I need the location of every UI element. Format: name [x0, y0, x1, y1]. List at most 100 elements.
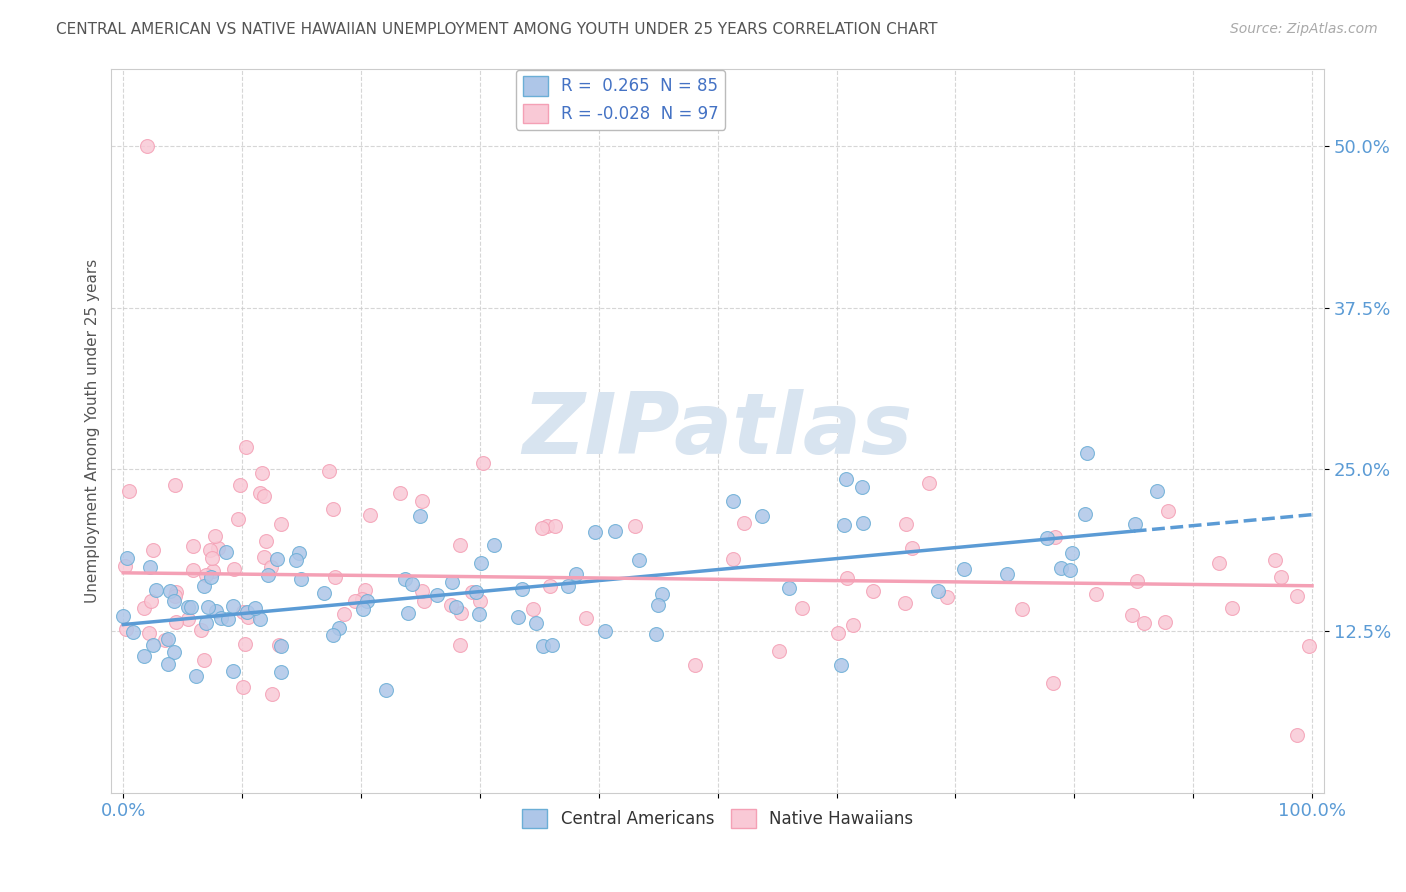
Point: [768, 644, 790, 658]
Point: [112, 608, 135, 623]
Point: [901, 541, 924, 555]
Point: [153, 632, 176, 647]
Point: [751, 508, 773, 523]
Point: [139, 594, 162, 608]
Point: [235, 606, 257, 620]
Point: [464, 584, 486, 599]
Point: [449, 638, 471, 652]
Point: [217, 612, 239, 626]
Point: [472, 456, 495, 470]
Point: [284, 553, 307, 567]
Point: [142, 542, 165, 557]
Point: [1076, 446, 1098, 460]
Point: [356, 594, 378, 608]
Point: [359, 508, 381, 522]
Point: [484, 538, 506, 552]
Point: [177, 612, 200, 626]
Point: [254, 533, 277, 548]
Point: [200, 570, 222, 584]
Point: [352, 602, 374, 616]
Point: [165, 585, 187, 599]
Point: [180, 600, 202, 615]
Point: [163, 478, 186, 492]
Point: [194, 615, 217, 630]
Point: [201, 564, 224, 578]
Point: [540, 639, 562, 653]
Point: [352, 592, 374, 607]
Point: [411, 583, 433, 598]
Point: [249, 486, 271, 500]
Point: [132, 600, 155, 615]
Point: [194, 567, 217, 582]
Point: [375, 683, 398, 698]
Point: [1208, 556, 1230, 570]
Point: [426, 588, 449, 602]
Y-axis label: Unemployment Among Youth under 25 years: Unemployment Among Youth under 25 years: [86, 259, 100, 603]
Point: [260, 560, 283, 574]
Point: [159, 583, 181, 598]
Point: [136, 139, 159, 153]
Point: [201, 550, 224, 565]
Text: Source: ZipAtlas.com: Source: ZipAtlas.com: [1230, 22, 1378, 37]
Point: [142, 638, 165, 652]
Point: [232, 680, 254, 694]
Point: [312, 585, 335, 599]
Point: [647, 599, 669, 613]
Point: [207, 541, 229, 556]
Point: [132, 648, 155, 663]
Point: [1123, 517, 1146, 532]
Point: [233, 637, 256, 651]
Point: [557, 579, 579, 593]
Point: [238, 610, 260, 624]
Point: [332, 607, 354, 621]
Point: [232, 605, 254, 619]
Point: [832, 517, 855, 532]
Point: [538, 579, 561, 593]
Point: [1285, 589, 1308, 603]
Point: [1157, 504, 1180, 518]
Point: [1222, 601, 1244, 615]
Text: ZIPatlas: ZIPatlas: [523, 389, 912, 472]
Point: [177, 599, 200, 614]
Point: [628, 553, 651, 567]
Point: [536, 519, 558, 533]
Point: [145, 582, 167, 597]
Point: [721, 494, 744, 508]
Point: [444, 599, 467, 614]
Point: [114, 558, 136, 573]
Point: [200, 543, 222, 558]
Point: [896, 516, 918, 531]
Point: [1011, 602, 1033, 616]
Point: [270, 639, 292, 653]
Point: [470, 557, 492, 571]
Point: [209, 611, 232, 625]
Point: [122, 625, 145, 640]
Point: [461, 585, 484, 599]
Point: [997, 566, 1019, 581]
Point: [1126, 574, 1149, 588]
Point: [468, 607, 491, 621]
Point: [228, 478, 250, 492]
Point: [851, 480, 873, 494]
Point: [918, 476, 941, 491]
Point: [1059, 563, 1081, 577]
Point: [1121, 608, 1143, 623]
Legend: Central Americans, Native Hawaiians: Central Americans, Native Hawaiians: [516, 803, 920, 835]
Point: [197, 600, 219, 615]
Point: [544, 518, 567, 533]
Point: [270, 517, 292, 532]
Point: [249, 612, 271, 626]
Point: [325, 570, 347, 584]
Point: [322, 501, 344, 516]
Point: [531, 521, 554, 535]
Point: [830, 658, 852, 673]
Point: [1133, 616, 1156, 631]
Point: [852, 516, 875, 530]
Point: [396, 606, 419, 620]
Point: [733, 516, 755, 531]
Point: [842, 618, 865, 632]
Point: [952, 562, 974, 576]
Point: [894, 596, 917, 610]
Point: [204, 529, 226, 543]
Point: [250, 466, 273, 480]
